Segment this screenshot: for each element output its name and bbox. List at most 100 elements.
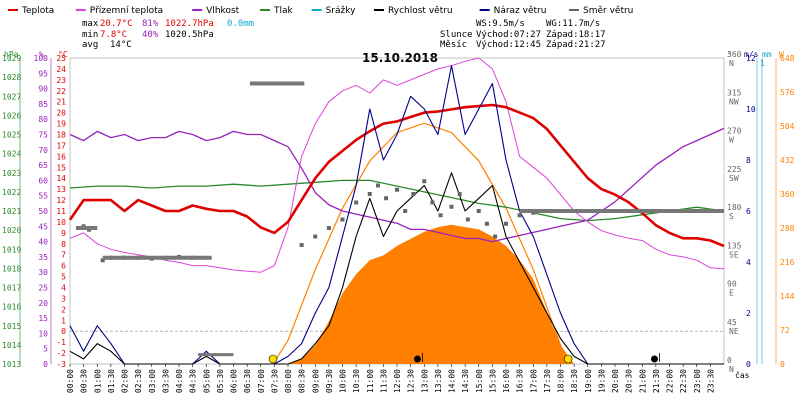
moon-label: Měsíc <box>440 40 467 50</box>
stat-min-temp: 7.8°C <box>100 30 127 40</box>
tick-dir-deg-4: 180 <box>727 203 742 212</box>
tick-hpa-16: 1029 <box>2 54 21 63</box>
tick-temp-20: 17 <box>56 141 66 150</box>
tick-temp-25: 22 <box>56 87 66 96</box>
time-tick-36: 18:00 <box>557 369 566 393</box>
wind-dir-bar-4 <box>198 353 234 357</box>
tick-temp-11: 8 <box>61 240 66 249</box>
tick-pct-17: 85 <box>38 100 48 109</box>
time-tick-9: 04:30 <box>189 369 198 393</box>
time-tick-34: 17:00 <box>529 369 538 393</box>
time-tick-27: 13:30 <box>434 369 443 393</box>
time-tick-32: 16:00 <box>502 369 511 393</box>
wind-dir-point-11 <box>299 243 304 247</box>
series-pressure <box>69 179 725 222</box>
tick-mm-0: 1 <box>760 59 765 68</box>
time-tick-35: 17:30 <box>543 369 552 393</box>
tick-temp-2: -1 <box>56 338 66 347</box>
wind-dir-point-29 <box>484 221 489 226</box>
tick-dir-deg-5: 225 <box>727 165 742 174</box>
wind-dir-point-23 <box>430 200 435 205</box>
tick-wm2-7: 504 <box>780 122 795 131</box>
moon-set: Západ:21:27 <box>546 40 606 50</box>
wind-dir-bar-3 <box>78 226 98 230</box>
time-tick-33: 16:30 <box>516 369 525 393</box>
wind-dir-point-16 <box>367 192 372 196</box>
tick-hpa-7: 1020 <box>2 226 21 235</box>
time-tick-25: 12:30 <box>407 369 416 393</box>
time-tick-14: 07:00 <box>257 369 266 393</box>
wind-dir-bar-2 <box>519 209 724 213</box>
tick-dir-name-2: E <box>729 289 734 298</box>
legend: Teplota Přízemní teplota Vlhkost Tlak Srážky… <box>8 6 633 16</box>
time-tick-17: 08:30 <box>298 369 307 393</box>
wind-dir-point-28 <box>476 209 481 213</box>
legend-label-6: Náraz větru <box>494 6 547 16</box>
tick-dir-name-7: NW <box>729 97 739 106</box>
wind-dir-bar-0 <box>102 255 212 260</box>
tick-hpa-10: 1023 <box>2 169 21 178</box>
tick-temp-27: 24 <box>56 65 66 74</box>
time-tick-23: 11:30 <box>379 369 388 393</box>
wind-dir-point-20 <box>403 209 408 213</box>
time-tick-30: 15:00 <box>475 369 484 393</box>
tick-wm2-4: 288 <box>780 224 795 233</box>
sun-marker-1 <box>563 354 573 364</box>
moon-marker-0 <box>413 355 421 363</box>
wind-dir-point-18 <box>384 196 389 201</box>
axis-unit-mm: mm <box>762 50 772 59</box>
series-theoretical-radiation <box>272 122 570 365</box>
tick-ms-4: 8 <box>746 156 751 165</box>
series-humidity <box>69 127 725 243</box>
stat-max-rain: 0.0mm <box>227 19 254 29</box>
tick-pct-1: 5 <box>43 345 48 354</box>
wind-gust-info: WG:11.7m/s <box>546 19 600 29</box>
axis-units: hPa % °C ° m/s mm W čas <box>4 50 784 380</box>
wind-dir-point-13 <box>326 226 331 230</box>
tick-pct-0: 0 <box>43 360 48 369</box>
time-tick-28: 14:00 <box>448 369 457 393</box>
stats-block: max 20.7°C 81% 1022.7hPa 0.0mm min 7.8°C… <box>82 19 254 50</box>
tick-temp-26: 23 <box>56 76 66 85</box>
tick-hpa-1: 1014 <box>2 341 21 350</box>
wind-dir-point-22 <box>422 179 427 184</box>
time-tick-11: 05:30 <box>216 369 225 393</box>
axis-unit-dir: ° <box>727 50 732 59</box>
sun-rise: Východ:07:27 <box>476 30 541 40</box>
tick-wm2-2: 144 <box>780 292 795 301</box>
series-ground-temperature <box>69 57 725 273</box>
time-tick-31: 15:30 <box>488 369 497 393</box>
tick-pct-2: 10 <box>38 329 48 338</box>
tick-temp-9: 6 <box>61 262 66 271</box>
stat-avg-label: avg <box>82 40 98 50</box>
tick-dir-deg-7: 315 <box>727 88 742 97</box>
tick-temp-22: 19 <box>56 120 66 129</box>
tick-temp-14: 11 <box>56 207 66 216</box>
time-tick-26: 13:00 <box>420 369 429 393</box>
time-tick-39: 19:30 <box>597 369 606 393</box>
tick-ms-0: 0 <box>746 360 751 369</box>
tick-wm2-8: 576 <box>780 88 795 97</box>
tick-pct-19: 95 <box>38 69 48 78</box>
time-tick-20: 10:00 <box>339 369 348 393</box>
tick-pct-9: 45 <box>38 222 48 231</box>
tick-temp-24: 21 <box>56 98 66 107</box>
time-tick-21: 10:30 <box>352 369 361 393</box>
tick-ms-5: 10 <box>746 105 756 114</box>
wind-dir-point-14 <box>340 217 345 222</box>
time-tick-3: 01:30 <box>107 369 116 393</box>
axis-unit-wm2: W <box>779 50 784 59</box>
stat-avg-temp: 14°C <box>110 40 132 50</box>
time-tick-4: 02:00 <box>121 369 130 393</box>
moon-rise: Východ:12:45 <box>476 40 541 50</box>
time-tick-43: 21:30 <box>652 369 661 393</box>
axis-unit-hpa: hPa <box>4 50 19 59</box>
tick-dir-deg-3: 135 <box>727 241 742 250</box>
time-tick-24: 12:00 <box>393 369 402 393</box>
stat-min-press: 1020.5hPa <box>165 30 214 40</box>
tick-temp-12: 9 <box>61 229 66 238</box>
axis-unit-pct: % <box>39 50 44 59</box>
tick-temp-0: -3 <box>56 360 66 369</box>
tick-temp-1: -2 <box>56 349 66 358</box>
